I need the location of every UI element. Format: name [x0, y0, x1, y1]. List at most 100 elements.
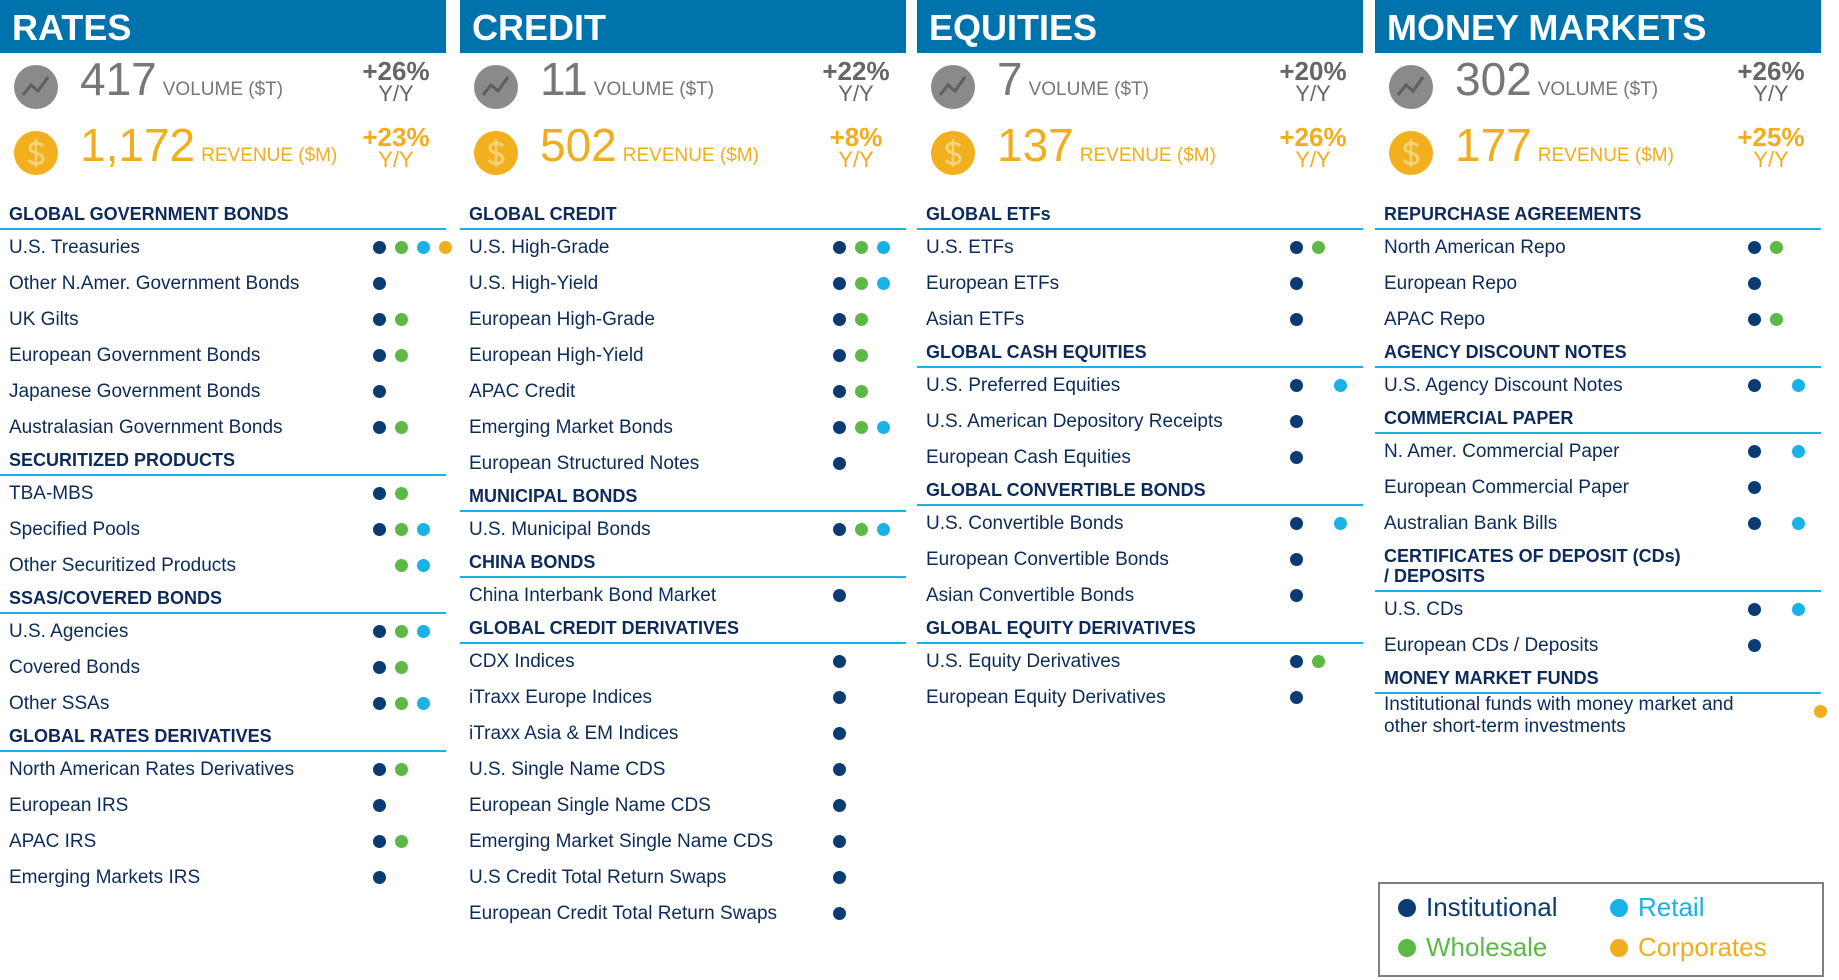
revenue-change: +23% Y/Y: [356, 122, 436, 171]
item-row: U.S. Equity Derivatives: [917, 644, 1363, 680]
item-name: Other SSAs: [9, 693, 110, 714]
section-heading: GLOBAL EQUITY DERIVATIVES: [917, 614, 1363, 644]
item-row: Covered Bonds: [0, 650, 446, 686]
client-dot: [1334, 517, 1347, 530]
item-row: European Single Name CDS: [460, 788, 906, 824]
item-name: APAC IRS: [9, 831, 97, 852]
column: CREDIT 11 VOLUME ($T) +22% Y/Y 502 REVENUE ($M…: [460, 0, 906, 924]
item-name: European Single Name CDS: [469, 795, 711, 816]
client-dot: [373, 871, 386, 884]
client-dot: [1290, 313, 1303, 326]
period: Y/Y: [378, 81, 414, 106]
heading-text: MUNICIPAL BONDS: [469, 486, 638, 506]
client-dot: [395, 559, 408, 572]
client-dot: [1792, 379, 1805, 392]
client-dot: [877, 241, 890, 254]
period: Y/Y: [1295, 147, 1331, 172]
item-row: Asian ETFs: [917, 302, 1363, 338]
volume-value: 7 VOLUME ($T): [997, 56, 1149, 113]
item-name: U.S. Municipal Bonds: [469, 519, 651, 540]
item-row: European IRS: [0, 788, 446, 824]
revenue-change: +8% Y/Y: [816, 124, 896, 171]
heading-text: SECURITIZED PRODUCTS: [9, 450, 236, 470]
item-row: Emerging Market Single Name CDS: [460, 824, 906, 860]
value: 417: [80, 53, 157, 105]
item-row: U.S. Preferred Equities: [917, 368, 1363, 404]
client-dot: [373, 835, 386, 848]
section-heading: SECURITIZED PRODUCTS: [0, 446, 446, 476]
legend-entry: Retail: [1610, 892, 1704, 923]
item-name: European ETFs: [926, 273, 1060, 294]
revenue-icon: [474, 131, 518, 175]
client-dot: [395, 763, 408, 776]
section-heading: CERTIFICATES OF DEPOSIT (CDs) / DEPOSITS: [1375, 542, 1821, 592]
client-dot: [417, 559, 430, 572]
volume-change: +20% Y/Y: [1273, 58, 1353, 105]
item-name: U.S. High-Yield: [469, 273, 599, 294]
legend-entry: Corporates: [1610, 932, 1767, 963]
client-dot: [1748, 277, 1761, 290]
volume-value: 302 VOLUME ($T): [1455, 56, 1658, 113]
item-name: Japanese Government Bonds: [9, 381, 261, 402]
client-dot: [833, 241, 846, 254]
volume-stat: 11 VOLUME ($T) +22% Y/Y: [460, 53, 906, 119]
client-dot: [1290, 553, 1303, 566]
item-name: European Government Bonds: [9, 345, 261, 366]
client-dot: [833, 277, 846, 290]
item-row: European Cash Equities: [917, 440, 1363, 476]
column: RATES 417 VOLUME ($T) +26% Y/Y 1,172 REVENUE (…: [0, 0, 452, 888]
item-name: U.S Credit Total Return Swaps: [469, 867, 727, 888]
item-name: U.S. Equity Derivatives: [926, 651, 1121, 672]
item-name: U.S. American Depository Receipts: [926, 411, 1223, 432]
client-dot: [395, 523, 408, 536]
item-row: UK Gilts: [0, 302, 446, 338]
item-row: U.S. Agency Discount Notes: [1375, 368, 1821, 404]
volume-stat: 7 VOLUME ($T) +20% Y/Y: [917, 53, 1363, 119]
revenue-value: 177 REVENUE ($M): [1455, 122, 1674, 179]
item-row: U.S. Municipal Bonds: [460, 512, 906, 548]
change: +22%: [822, 56, 890, 86]
item-row: Emerging Markets IRS: [0, 860, 446, 896]
client-dot: [833, 907, 846, 920]
item-name: European CDs / Deposits: [1384, 635, 1599, 656]
item-row: North American Repo: [1375, 230, 1821, 266]
client-dot: [1770, 241, 1783, 254]
heading-text: GLOBAL CONVERTIBLE BONDS: [926, 480, 1206, 500]
change: +23%: [362, 122, 430, 152]
item-row: U.S. High-Yield: [460, 266, 906, 302]
item-name: TBA-MBS: [9, 483, 94, 504]
client-dot: [1748, 445, 1761, 458]
item-row: U.S. CDs: [1375, 592, 1821, 628]
client-dot: [395, 421, 408, 434]
item-name: U.S. ETFs: [926, 237, 1014, 258]
client-dot: [833, 871, 846, 884]
item-name: North American Rates Derivatives: [9, 759, 295, 780]
client-dot: [855, 523, 868, 536]
client-dot: [833, 727, 846, 740]
section-heading: MONEY MARKET FUNDS: [1375, 664, 1821, 694]
revenue-icon: [1389, 131, 1433, 175]
item-row: CDX Indices: [460, 644, 906, 680]
client-dot: [1792, 517, 1805, 530]
client-dot: [395, 313, 408, 326]
item-row: U.S. Convertible Bonds: [917, 506, 1363, 542]
legend-dot: [1610, 938, 1628, 957]
item-row: U.S. High-Grade: [460, 230, 906, 266]
item-name: Other N.Amer. Government Bonds: [9, 273, 300, 294]
client-dot: [373, 241, 386, 254]
item-row: Australian Bank Bills: [1375, 506, 1821, 542]
legend-label: Retail: [1638, 892, 1705, 922]
item-name: European Repo: [1384, 273, 1518, 294]
client-dot: [833, 313, 846, 326]
item-name: European Credit Total Return Swaps: [469, 903, 778, 924]
item-name: U.S. CDs: [1384, 599, 1464, 620]
item-row: Other Securitized Products: [0, 548, 446, 584]
client-dot: [1748, 241, 1761, 254]
item-name: Other Securitized Products: [9, 555, 237, 576]
item-name: European Cash Equities: [926, 447, 1131, 468]
volume-stat: 302 VOLUME ($T) +26% Y/Y: [1375, 53, 1821, 119]
item-name: European High-Grade: [469, 309, 655, 330]
item-row: European CDs / Deposits: [1375, 628, 1821, 664]
client-dot: [1748, 603, 1761, 616]
